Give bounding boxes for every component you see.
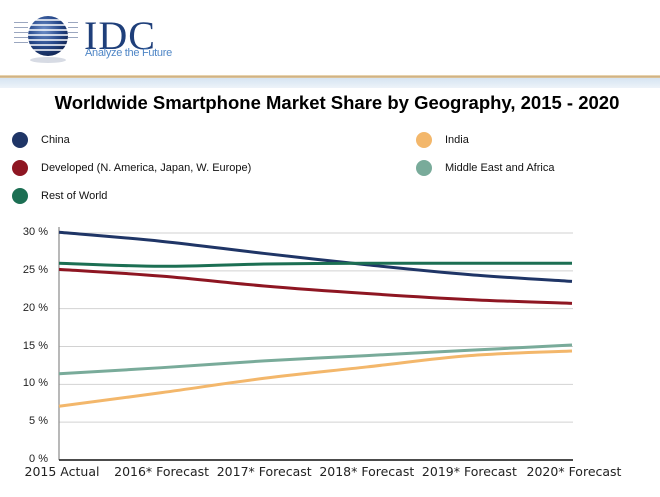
legend-item-india: India [416,132,469,148]
legend-swatch [12,132,28,148]
y-tick-label: 15 % [22,339,48,352]
legend-item-rest-of-world: Rest of World [12,188,107,204]
series-line-india [58,349,573,408]
legend-swatch [416,132,432,148]
y-tick-label: 5 % [29,415,48,428]
x-tick-label: 2019* Forecast [421,464,517,479]
x-tick-label: 2015 Actual [24,464,100,479]
x-tick-label: 2016* Forecast [114,464,210,479]
legend-swatch [416,160,432,176]
legend-item-china: China [12,132,70,148]
series-line-china [58,230,573,283]
header: IDC Analyze the Future [0,0,660,76]
y-tick-label: 25 % [22,263,48,276]
chart-title: Worldwide Smartphone Market Share by Geo… [54,92,620,113]
legend-swatch [12,188,28,204]
legend-swatch [12,160,28,176]
legend-label: India [445,134,469,146]
y-tick-label: 0 % [29,453,48,465]
globe-logo-icon [14,16,78,63]
series-line-middle-east-and-africa [58,343,573,376]
legend-label: China [41,134,70,146]
legend-label: Middle East and Africa [445,162,555,174]
x-tick-label: 2017* Forecast [216,464,312,479]
logo-text: IDC [84,13,156,58]
logo-tagline: Analyze the Future [85,47,172,59]
y-tick-label: 20 % [22,301,48,314]
header-band [0,78,660,88]
legend-label: Developed (N. America, Japan, W. Europe) [41,162,252,174]
series-line-rest-of-world [58,261,572,268]
legend-item-developed: Developed (N. America, Japan, W. Europe) [12,160,251,176]
x-tick-label: 2020* Forecast [526,464,622,479]
x-tick-label: 2018* Forecast [319,464,415,479]
legend-item-middle-east-africa: Middle East and Africa [416,160,554,176]
header-rule [0,75,660,78]
series-line-developed-n-america-japan-w-europe [58,267,573,305]
legend-label: Rest of World [41,190,108,202]
y-tick-label: 30 % [22,226,48,238]
idc-logo: IDC Analyze the Future [14,14,214,66]
y-tick-label: 10 % [22,377,48,390]
